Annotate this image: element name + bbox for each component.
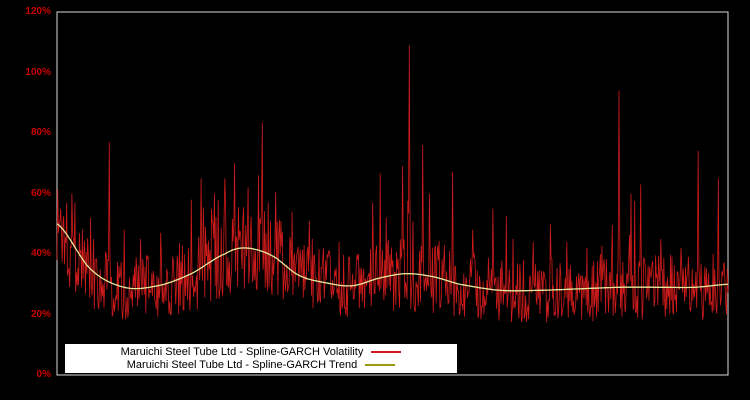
y-tick-60: 60% (30, 187, 51, 199)
trend-legend-line-icon (365, 363, 396, 366)
y-tick-100: 100% (25, 66, 51, 78)
legend-label-trend: Maruichi Steel Tube Ltd - Spline-GARCH T… (126, 358, 358, 371)
legend-item-volatility: Maruichi Steel Tube Ltd - Spline-GARCH V… (65, 345, 457, 358)
legend-item-trend: Maruichi Steel Tube Ltd - Spline-GARCH T… (65, 358, 457, 371)
legend-label-volatility: Maruichi Steel Tube Ltd - Spline-GARCH V… (120, 345, 364, 358)
trend-series-line (56, 223, 729, 292)
y-tick-40: 40% (30, 248, 51, 259)
y-tick-80: 80% (30, 127, 51, 138)
y-tick-0: 0% (36, 369, 51, 380)
legend: Maruichi Steel Tube Ltd - Spline-GARCH V… (65, 344, 457, 373)
volatility-series-line (56, 45, 729, 323)
y-tick-120: 120% (25, 6, 51, 17)
plot-border (56, 11, 729, 376)
volatility-legend-line-icon (371, 350, 402, 353)
y-tick-20: 20% (30, 308, 51, 320)
